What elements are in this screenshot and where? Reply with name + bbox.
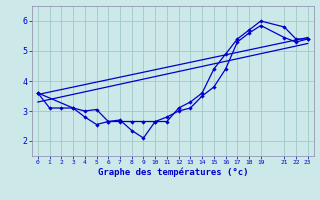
X-axis label: Graphe des températures (°c): Graphe des températures (°c) <box>98 168 248 177</box>
